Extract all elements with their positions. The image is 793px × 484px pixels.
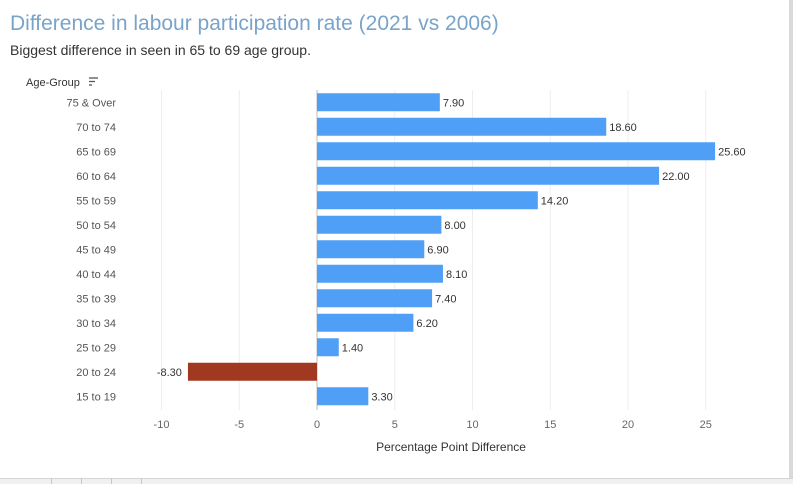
category-label: 25 to 29: [76, 342, 116, 354]
sheet-tab[interactable]: [82, 478, 112, 484]
x-tick-label: 5: [392, 419, 398, 431]
category-label: 60 to 64: [76, 171, 116, 183]
category-label: 45 to 49: [76, 244, 116, 256]
sort-descending-icon[interactable]: [89, 77, 98, 86]
bar-value-label: 7.90: [443, 97, 464, 109]
bar: [317, 191, 538, 210]
bar: [317, 93, 440, 112]
bottom-scrollbar[interactable]: [0, 478, 793, 484]
bar-value-labels: 7.90 18.60 25.60 22.00 14.20 8.00 6.90 8.10 7.40…: [157, 97, 746, 403]
bar: [317, 166, 660, 185]
bar: [317, 387, 369, 406]
x-tick-label: 10: [466, 419, 478, 431]
bars: [187, 93, 716, 406]
category-label: 55 to 59: [76, 195, 116, 207]
x-tick-label: -10: [154, 419, 170, 431]
category-label: 50 to 54: [76, 220, 116, 232]
bar: [317, 289, 433, 308]
bar-value-label: 25.60: [718, 146, 746, 158]
bar: [317, 264, 443, 283]
window-edge: [789, 0, 793, 484]
bar: [317, 338, 339, 357]
x-tick-labels: -10 -5 0 5 10 15 20 25: [154, 419, 712, 431]
bar: [317, 313, 414, 332]
bar-value-label: -8.30: [157, 367, 182, 379]
bar-value-label: 18.60: [609, 122, 637, 134]
x-tick-label: 15: [544, 419, 556, 431]
category-label: 70 to 74: [76, 122, 116, 134]
x-tick-label: 0: [314, 419, 320, 431]
category-label: 15 to 19: [76, 391, 116, 403]
bar-value-label: 1.40: [342, 342, 363, 354]
bar-value-label: 7.40: [435, 293, 456, 305]
bar: [317, 117, 607, 136]
category-labels: 75 & Over 70 to 74 65 to 69 60 to 64 55 to 5…: [66, 97, 116, 403]
category-label: 65 to 69: [76, 146, 116, 158]
category-label: 75 & Over: [66, 97, 116, 109]
bar: [317, 142, 716, 161]
x-tick-label: 20: [622, 419, 634, 431]
sheet-tab[interactable]: [112, 478, 142, 484]
bar: [187, 362, 317, 381]
chart-subtitle: Biggest difference in seen in 65 to 69 a…: [10, 42, 311, 58]
bar-value-label: 14.20: [541, 195, 569, 207]
bar-value-label: 6.20: [416, 318, 437, 330]
bar: [317, 240, 425, 259]
x-tick-label: -5: [234, 419, 244, 431]
category-label: 35 to 39: [76, 293, 116, 305]
bar-value-label: 3.30: [371, 391, 392, 403]
bar-value-label: 22.00: [662, 171, 690, 183]
category-label: 30 to 34: [76, 318, 116, 330]
sheet-tab[interactable]: [52, 478, 82, 484]
category-label: 40 to 44: [76, 269, 116, 281]
bar-value-label: 8.00: [444, 220, 465, 232]
sheet-tab[interactable]: [22, 478, 52, 484]
chart-title: Difference in labour participation rate …: [10, 12, 499, 35]
bar: [317, 215, 442, 234]
category-axis-title: Age-Group: [26, 77, 80, 89]
category-label: 20 to 24: [76, 367, 116, 379]
bar-value-label: 8.10: [446, 269, 467, 281]
x-axis-title: Percentage Point Difference: [376, 440, 526, 454]
bar-value-label: 6.90: [427, 244, 448, 256]
x-tick-label: 25: [700, 419, 712, 431]
